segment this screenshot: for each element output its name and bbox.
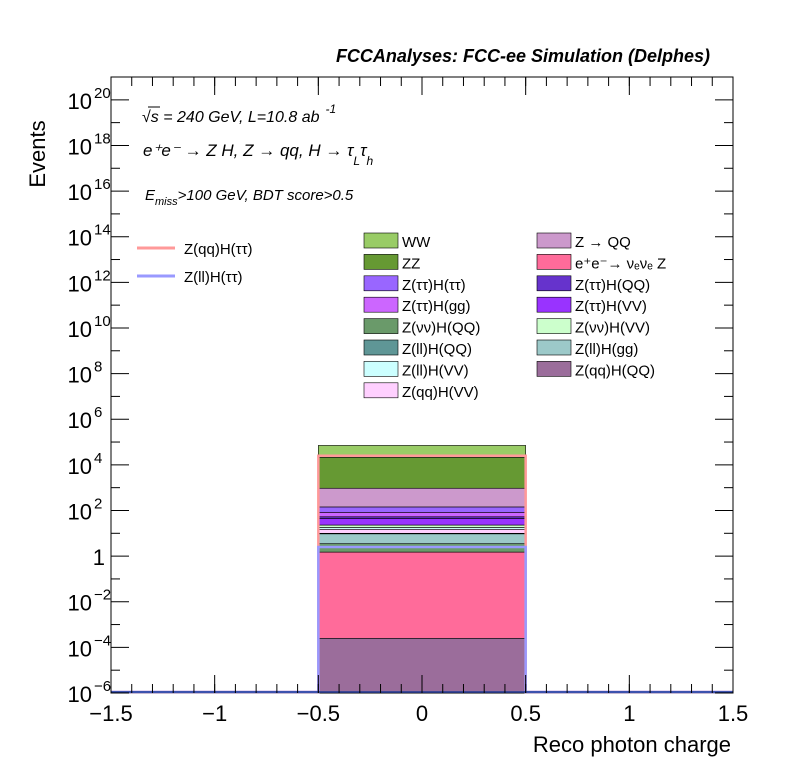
legend-col2-label-5: Z(ll)H(gg) <box>575 341 638 358</box>
y-tick-label-2: 10 <box>68 591 92 616</box>
y-tick-label-7: 10 <box>68 363 92 388</box>
chart-header: FCCAnalyses: FCC-ee Simulation (Delphes) <box>336 46 710 66</box>
legend-col1-label-1: ZZ <box>402 255 420 272</box>
y-tick-exponent-7: 8 <box>94 359 102 376</box>
legend-col1-swatch-3 <box>363 296 399 313</box>
legend-col2-label-1: e⁺e⁻→ νₑνₑ Z <box>575 255 666 272</box>
y-tick-exponent-11: 16 <box>94 176 111 193</box>
legend-col2-label-2: Z(ττ)H(QQ) <box>575 277 650 294</box>
stack-bar-13 <box>318 457 526 489</box>
legend-col1-swatch-6 <box>363 361 399 377</box>
stack-bar-11 <box>318 506 526 513</box>
legend-col2-swatch-1 <box>536 254 572 270</box>
y-axis-title: Events <box>25 120 50 187</box>
legend-line-label-1: Z(ll)H(ττ) <box>184 269 243 286</box>
y-tick-label-11: 10 <box>68 180 92 205</box>
legend-col2-swatch-6 <box>536 361 572 377</box>
y-tick-label-0: 10 <box>68 682 92 707</box>
y-tick-exponent-12: 18 <box>94 130 111 147</box>
stack-layers <box>318 445 526 694</box>
legend-col2-swatch-4 <box>536 318 572 334</box>
y-tick-label-3: 1 <box>93 545 105 570</box>
legend-col2-swatch-0 <box>536 232 572 249</box>
x-tick-label-5: 1 <box>623 701 635 726</box>
y-tick-label-5: 10 <box>68 454 92 479</box>
x-tick-label-3: 0 <box>416 701 428 726</box>
y-tick-exponent-2: −2 <box>94 587 111 604</box>
legend-col2-swatch-5 <box>536 339 572 356</box>
legend-col2-label-4: Z(νν)H(VV) <box>575 320 650 337</box>
stack-bar-1 <box>318 551 526 639</box>
legend-col1-swatch-4 <box>363 318 399 334</box>
y-tick-exponent-0: −6 <box>94 678 111 695</box>
stack-bar-5 <box>318 528 526 534</box>
legend-col1-label-0: WW <box>402 234 431 251</box>
legend-col1-label-7: Z(qq)H(VV) <box>402 384 479 401</box>
y-tick-label-13: 10 <box>68 89 92 114</box>
legend-col1-swatch-0 <box>363 232 399 249</box>
x-axis-title: Reco photon charge <box>533 732 731 757</box>
legend-col1-label-4: Z(νν)H(QQ) <box>402 320 480 337</box>
y-tick-label-12: 10 <box>68 134 92 159</box>
x-tick-label-4: 0.5 <box>510 701 541 726</box>
stack-bar-14 <box>318 445 526 458</box>
legend-col1-swatch-2 <box>363 275 399 292</box>
x-tick-label-2: −0.5 <box>297 701 340 726</box>
legend-col1-label-6: Z(ll)H(VV) <box>402 362 469 379</box>
y-tick-label-8: 10 <box>68 317 92 342</box>
legend-col2-swatch-3 <box>536 296 572 313</box>
legend-col2-label-0: Z → QQ <box>575 234 631 251</box>
legend-col1-label-3: Z(ττ)H(gg) <box>402 298 471 315</box>
stack-bar-7 <box>318 524 526 528</box>
y-tick-label-10: 10 <box>68 226 92 251</box>
x-axis-ticks: −1.5 −1 −0.5 0 0.5 1 1.5 <box>89 77 748 726</box>
y-tick-exponent-9: 12 <box>94 267 111 284</box>
y-tick-label-9: 10 <box>68 271 92 296</box>
stack-bar-8 <box>318 518 526 526</box>
y-tick-exponent-1: −4 <box>94 632 111 649</box>
x-tick-label-1: −1 <box>202 701 227 726</box>
legend-col2-label-3: Z(ττ)H(VV) <box>575 298 647 315</box>
y-tick-exponent-8: 10 <box>94 313 111 330</box>
stack-bar-12 <box>318 487 526 508</box>
legend-col1-swatch-7 <box>363 382 399 399</box>
legend-col1-label-2: Z(ττ)H(ττ) <box>402 277 466 294</box>
energy-lumi-annotation: √s = 240 GeV, L=10.8 ab -1 <box>142 102 336 126</box>
legend-col1-label-5: Z(ll)H(QQ) <box>402 341 472 358</box>
x-tick-label-0: −1.5 <box>89 701 132 726</box>
stack-bar-10 <box>318 512 526 518</box>
stack-bar-3 <box>318 533 526 544</box>
legend: Z(qq)H(ττ) Z(ll)H(ττ) WW ZZ Z(ττ)H(ττ) Z(ττ)H… <box>137 232 666 401</box>
y-tick-exponent-13: 20 <box>94 85 111 102</box>
y-tick-exponent-6: 6 <box>94 404 102 421</box>
x-tick-label-6: 1.5 <box>718 701 749 726</box>
y-tick-exponent-5: 4 <box>94 450 102 467</box>
y-tick-label-1: 10 <box>68 636 92 661</box>
legend-line-label-0: Z(qq)H(ττ) <box>184 241 253 258</box>
process-annotation: e⁺e⁻ → Z H, Z → qq, H → τLτh <box>143 141 373 168</box>
legend-col1-swatch-1 <box>363 254 399 270</box>
legend-col2-swatch-2 <box>536 275 572 292</box>
legend-col2-label-6: Z(qq)H(QQ) <box>575 362 655 379</box>
cut-annotation: Emiss>100 GeV, BDT score>0.5 <box>145 187 354 208</box>
y-tick-label-6: 10 <box>68 408 92 433</box>
y-tick-exponent-4: 2 <box>94 495 102 512</box>
y-tick-label-4: 10 <box>68 499 92 524</box>
legend-col1-swatch-5 <box>363 339 399 356</box>
y-tick-exponent-10: 14 <box>94 222 111 239</box>
